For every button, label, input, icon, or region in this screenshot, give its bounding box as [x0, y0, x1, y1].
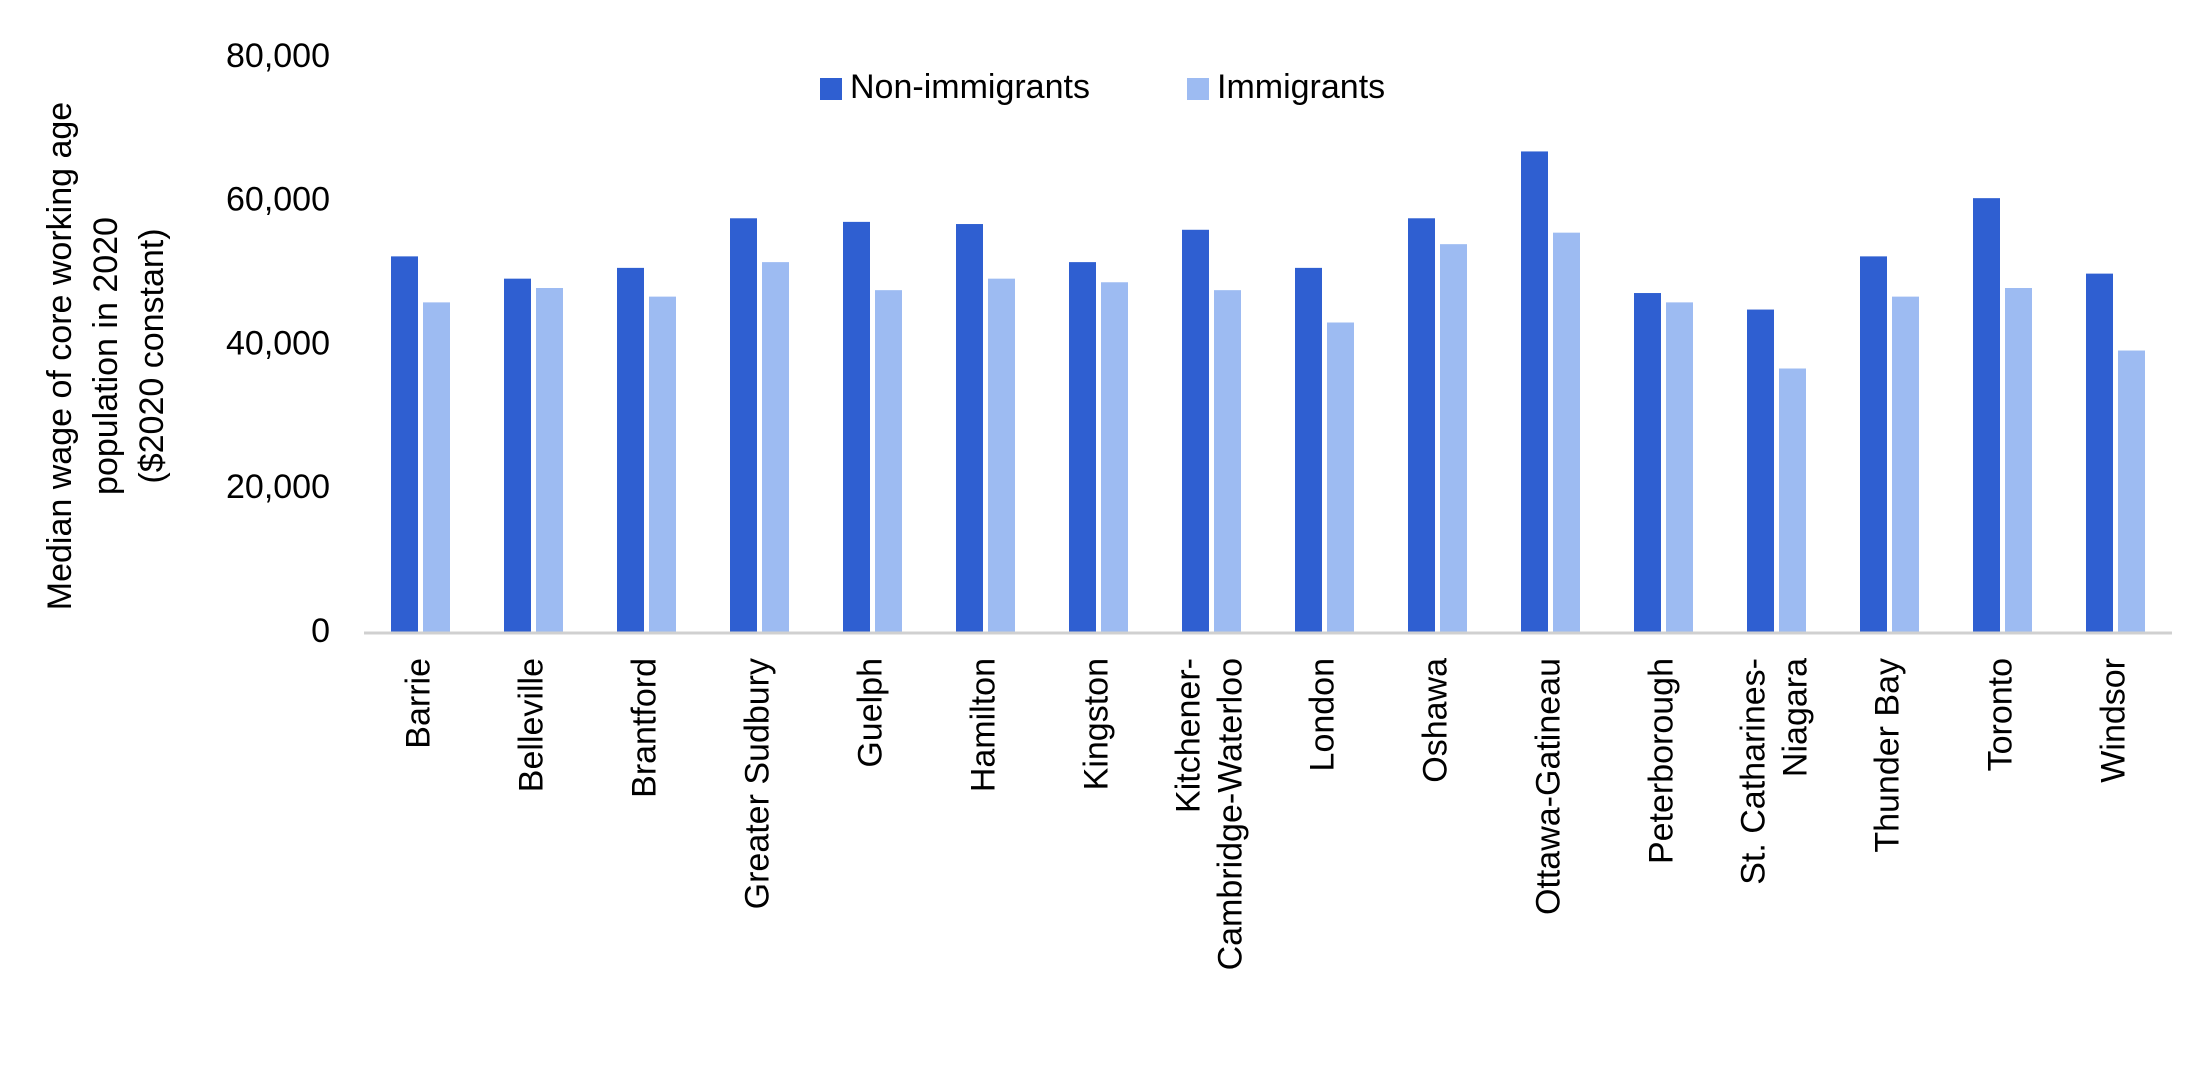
bar-immigrants — [1214, 290, 1241, 633]
y-axis-label-line: Median wage of core working age — [41, 102, 79, 610]
x-tick-label: Hamilton — [964, 658, 1002, 792]
bar-non-immigrants — [843, 221, 870, 633]
legend-non-immigrants-label: Non-immigrants — [850, 68, 1090, 106]
x-tick-label: Oshawa — [1416, 658, 1454, 783]
bar-immigrants — [1440, 244, 1467, 633]
y-axis-label: Median wage of core working age populatio… — [41, 102, 171, 610]
bar-immigrants — [423, 302, 450, 633]
bar-immigrants — [1553, 232, 1580, 633]
bars — [391, 151, 2145, 633]
bar-immigrants — [1892, 296, 1919, 633]
bar-immigrants — [875, 290, 902, 633]
bar-non-immigrants — [1634, 293, 1661, 633]
bar-immigrants — [2118, 350, 2145, 633]
bar-non-immigrants — [2086, 273, 2113, 633]
bar-immigrants — [1779, 368, 1806, 633]
legend-non-immigrants-swatch — [820, 78, 842, 100]
x-tick-label: Greater Sudbury — [738, 658, 776, 909]
bar-immigrants — [762, 262, 789, 633]
bar-immigrants — [536, 288, 563, 633]
legend-immigrants-swatch — [1187, 78, 1209, 100]
x-tick-label: Brantford — [625, 658, 663, 798]
x-tick-label: Kitchener- — [1169, 658, 1207, 813]
x-tick-label: Barrie — [399, 658, 437, 749]
bar-non-immigrants — [1973, 198, 2000, 633]
x-tick-label: Cambridge-Waterloo — [1211, 658, 1249, 970]
bar-non-immigrants — [1408, 218, 1435, 633]
x-tick-label: Toronto — [1981, 658, 2019, 771]
legend: Non-immigrants Immigrants — [820, 68, 1385, 106]
x-tick-label: Thunder Bay — [1868, 658, 1906, 853]
x-tick-label: Niagara — [1776, 658, 1814, 777]
bar-non-immigrants — [1747, 309, 1774, 633]
bar-immigrants — [1101, 282, 1128, 633]
y-tick-label: 20,000 — [226, 468, 330, 506]
legend-immigrants-label: Immigrants — [1217, 68, 1385, 106]
x-tick-label: Windsor — [2094, 658, 2132, 783]
y-axis-label-line: ($2020 constant) — [133, 228, 171, 483]
x-tick-label: Guelph — [851, 658, 889, 768]
y-tick-label: 0 — [311, 612, 330, 650]
bar-non-immigrants — [617, 267, 644, 633]
y-tick-label: 60,000 — [226, 181, 330, 219]
bar-non-immigrants — [504, 278, 531, 633]
bar-non-immigrants — [730, 218, 757, 633]
bar-non-immigrants — [1521, 151, 1548, 633]
bar-non-immigrants — [1182, 229, 1209, 633]
bar-immigrants — [1666, 302, 1693, 633]
y-axis-ticks: 0 20,000 40,000 60,000 80,000 — [226, 37, 330, 650]
bar-non-immigrants — [1295, 267, 1322, 633]
bar-immigrants — [2005, 288, 2032, 633]
x-tick-label: London — [1303, 658, 1341, 771]
y-axis-label-line: population in 2020 — [87, 217, 125, 495]
bar-non-immigrants — [1069, 262, 1096, 633]
x-tick-label: Kingston — [1077, 658, 1115, 790]
x-tick-label: St. Catharines- — [1734, 658, 1772, 885]
y-tick-label: 40,000 — [226, 324, 330, 362]
x-tick-label: Peterborough — [1642, 658, 1680, 864]
x-axis-ticks: Barrie Belleville Brantford Greater Sudbury… — [399, 658, 2132, 971]
bar-non-immigrants — [391, 256, 418, 633]
bar-non-immigrants — [1860, 256, 1887, 633]
bar-immigrants — [1327, 322, 1354, 633]
y-tick-label: 80,000 — [226, 37, 330, 75]
x-tick-label: Ottawa-Gatineau — [1529, 658, 1567, 915]
bar-immigrants — [649, 296, 676, 633]
x-tick-label: Belleville — [512, 658, 550, 792]
bar-immigrants — [988, 278, 1015, 633]
bar-non-immigrants — [956, 224, 983, 633]
